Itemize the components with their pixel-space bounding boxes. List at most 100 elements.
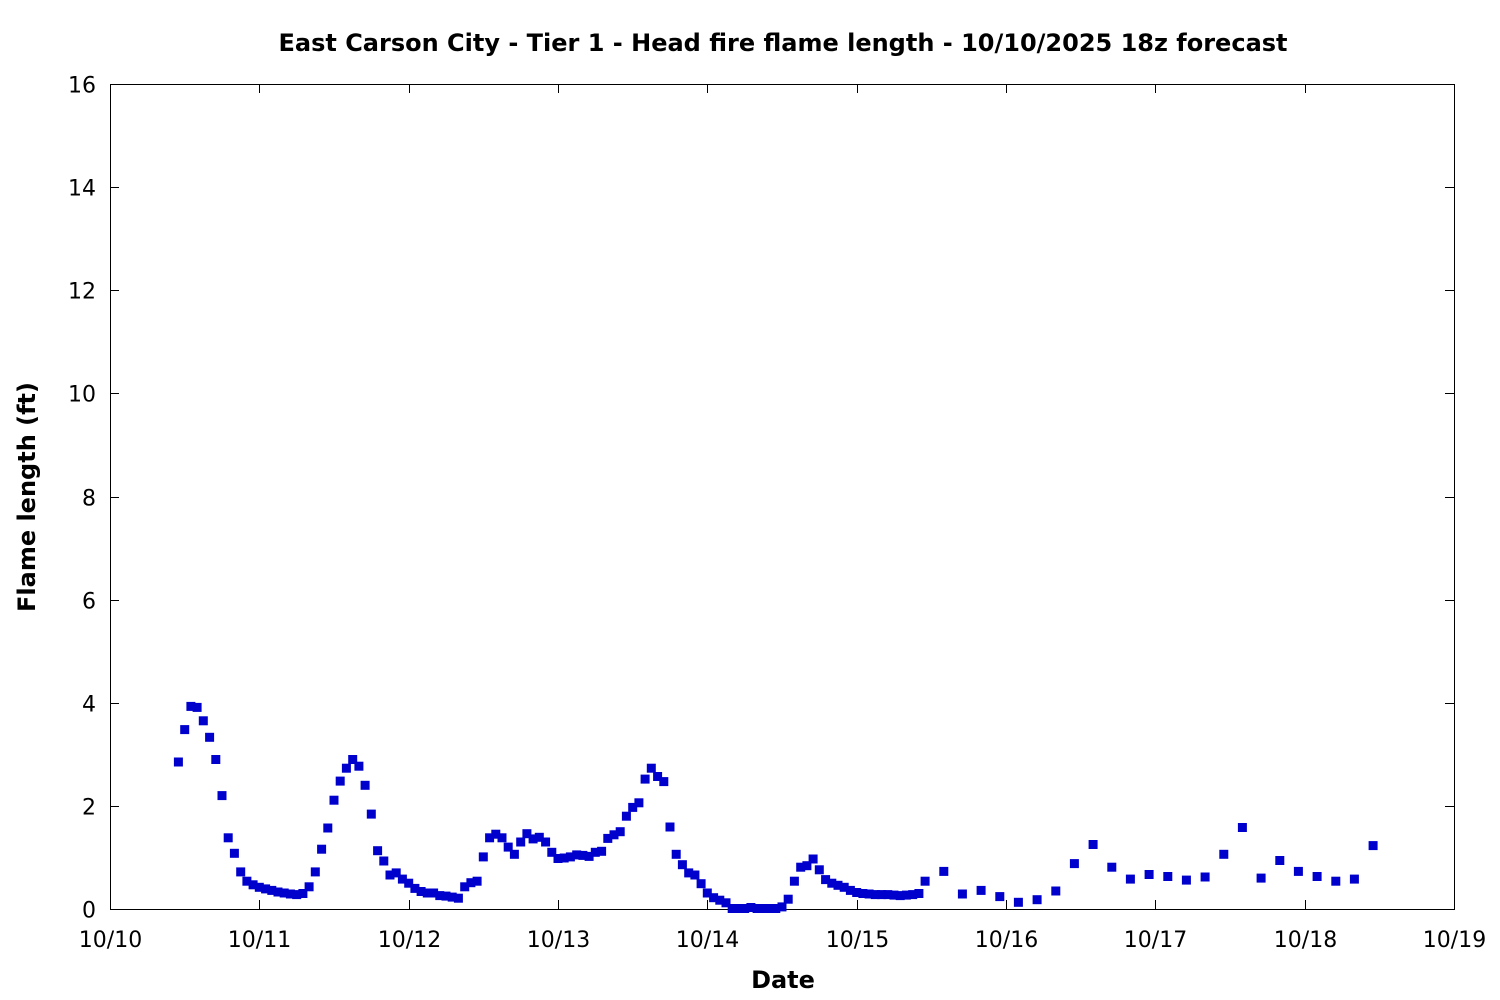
data-point	[671, 849, 681, 859]
data-point	[653, 772, 663, 781]
data-point	[335, 776, 345, 786]
data-point	[491, 829, 501, 839]
data-point	[385, 870, 395, 880]
plot-frame	[110, 84, 1455, 910]
data-point	[1237, 823, 1247, 832]
data-point	[261, 884, 271, 894]
chart-title: East Carson City - Tier 1 - Head fire fl…	[278, 29, 1287, 57]
data-point	[814, 865, 824, 875]
data-point	[416, 887, 426, 896]
data-point	[304, 882, 314, 892]
x-tick-label: 10/15	[826, 928, 889, 953]
data-point	[609, 830, 619, 840]
data-point	[852, 888, 862, 897]
data-point	[827, 878, 837, 888]
data-point	[534, 832, 544, 842]
data-point	[373, 846, 383, 856]
data-point	[559, 853, 569, 863]
data-point	[310, 867, 320, 877]
data-point	[478, 852, 488, 862]
data-point	[771, 904, 781, 913]
data-point	[715, 895, 725, 905]
data-point	[1331, 876, 1341, 886]
x-tick-label: 10/18	[1274, 928, 1337, 953]
data-point	[248, 880, 258, 890]
data-point	[397, 874, 407, 884]
data-point	[354, 761, 364, 771]
data-point	[348, 755, 358, 764]
y-tick-label: 16	[68, 74, 96, 99]
data-point	[360, 780, 370, 790]
data-point	[1275, 856, 1285, 865]
data-point	[845, 885, 855, 895]
data-point	[1200, 872, 1210, 882]
x-axis-label: Date	[751, 966, 815, 994]
data-point	[292, 890, 302, 900]
data-point	[883, 890, 893, 900]
data-point	[914, 889, 924, 898]
data-point	[646, 763, 656, 773]
data-point	[229, 848, 239, 858]
data-point	[789, 876, 799, 886]
data-point	[733, 904, 743, 913]
data-point	[1088, 840, 1098, 849]
x-tick-label: 10/10	[79, 928, 142, 953]
x-tick-label: 10/11	[228, 928, 291, 953]
data-point	[516, 837, 526, 847]
data-point	[285, 889, 295, 899]
data-point	[808, 854, 818, 864]
data-point	[447, 892, 457, 902]
data-point	[727, 904, 737, 913]
data-point	[404, 878, 414, 888]
data-point	[509, 849, 519, 859]
data-point	[895, 891, 905, 901]
x-tick-label: 10/13	[527, 928, 590, 953]
y-tick-label: 14	[68, 177, 96, 202]
data-point	[217, 791, 227, 801]
data-point	[777, 902, 787, 912]
data-point	[877, 890, 887, 900]
y-axis-label: Flame length (ft)	[13, 382, 41, 612]
data-point	[410, 883, 420, 893]
data-point	[1181, 875, 1191, 885]
x-tick-label: 10/14	[676, 928, 739, 953]
data-point	[590, 847, 600, 857]
data-point	[1256, 873, 1266, 883]
data-point	[889, 890, 899, 900]
data-point	[665, 822, 675, 832]
y-tick-label: 4	[82, 693, 96, 718]
data-point	[528, 834, 538, 844]
data-point	[429, 888, 439, 898]
data-point	[435, 891, 445, 901]
data-point	[205, 732, 215, 742]
data-point	[684, 868, 694, 878]
data-point	[485, 833, 495, 843]
data-point	[765, 904, 775, 913]
data-point	[920, 876, 930, 886]
data-point	[198, 716, 208, 726]
data-point	[597, 846, 607, 856]
data-point	[690, 870, 700, 880]
data-point	[453, 893, 463, 903]
data-point	[503, 842, 513, 852]
data-point	[802, 861, 812, 871]
data-point	[696, 879, 706, 889]
data-point	[267, 885, 277, 895]
y-tick-label: 6	[82, 590, 96, 615]
data-point	[901, 890, 911, 900]
data-point	[186, 701, 196, 711]
data-point	[223, 833, 233, 843]
x-tick-label: 10/19	[1423, 928, 1486, 953]
x-tick-label: 10/17	[1124, 928, 1187, 953]
data-point	[472, 876, 482, 886]
data-point	[1368, 841, 1378, 851]
data-point	[323, 823, 333, 833]
data-point	[391, 868, 401, 878]
data-point	[957, 889, 967, 899]
data-point	[1069, 859, 1079, 869]
data-point	[976, 885, 986, 895]
data-point	[621, 811, 631, 821]
data-point	[254, 882, 264, 892]
data-point	[721, 898, 731, 908]
data-point	[939, 866, 949, 876]
